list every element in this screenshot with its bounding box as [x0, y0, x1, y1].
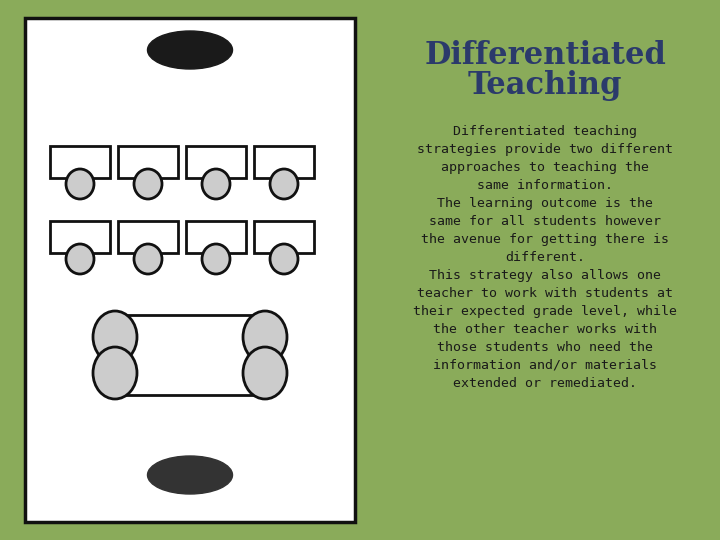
Ellipse shape [134, 169, 162, 199]
Bar [50, 146, 110, 178]
Ellipse shape [148, 456, 233, 494]
Text: Differentiated teaching
strategies provide two different
approaches to teaching : Differentiated teaching strategies provi… [413, 125, 677, 390]
Ellipse shape [202, 169, 230, 199]
Bar [186, 221, 246, 253]
Ellipse shape [148, 31, 233, 69]
Bar [25, 18, 355, 522]
Ellipse shape [270, 244, 298, 274]
Ellipse shape [93, 347, 137, 399]
Ellipse shape [93, 311, 137, 363]
Ellipse shape [270, 169, 298, 199]
Ellipse shape [243, 347, 287, 399]
Ellipse shape [134, 244, 162, 274]
Bar [254, 221, 314, 253]
Ellipse shape [243, 311, 287, 363]
Text: Differentiated: Differentiated [424, 40, 666, 71]
Bar [120, 315, 260, 395]
Bar [118, 221, 178, 253]
Bar [186, 146, 246, 178]
Bar [50, 221, 110, 253]
Ellipse shape [66, 244, 94, 274]
Ellipse shape [202, 244, 230, 274]
Ellipse shape [66, 169, 94, 199]
Bar [254, 146, 314, 178]
Bar [118, 146, 178, 178]
Text: Teaching: Teaching [468, 70, 622, 101]
